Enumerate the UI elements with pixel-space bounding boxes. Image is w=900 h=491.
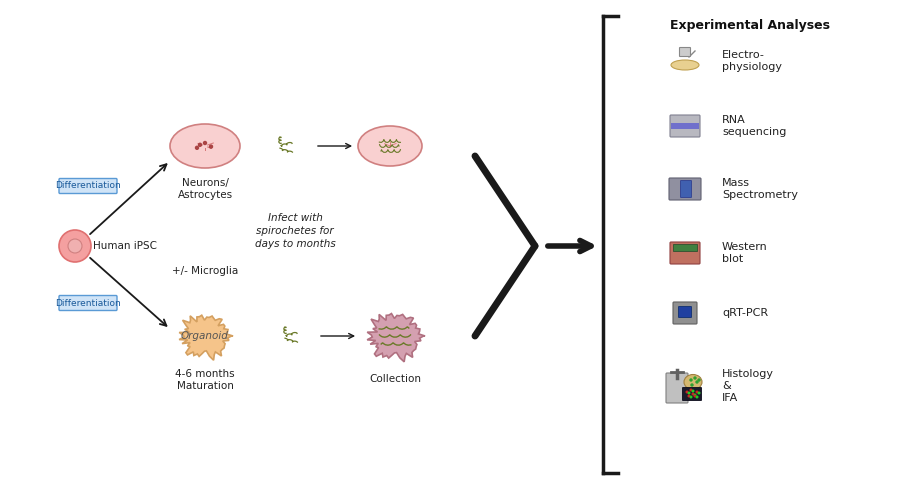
Circle shape xyxy=(690,396,692,398)
Circle shape xyxy=(698,379,700,381)
Text: Human iPSC: Human iPSC xyxy=(93,241,157,251)
Circle shape xyxy=(59,230,91,262)
FancyBboxPatch shape xyxy=(59,296,117,310)
Circle shape xyxy=(210,145,212,148)
Ellipse shape xyxy=(170,124,240,168)
Text: Experimental Analyses: Experimental Analyses xyxy=(670,19,830,32)
FancyBboxPatch shape xyxy=(669,178,701,200)
Text: Mass
Spectrometry: Mass Spectrometry xyxy=(722,178,798,200)
Circle shape xyxy=(692,390,694,392)
Text: qRT-PCR: qRT-PCR xyxy=(722,308,768,318)
Text: RNA
sequencing: RNA sequencing xyxy=(722,115,787,137)
FancyBboxPatch shape xyxy=(670,242,700,264)
Circle shape xyxy=(199,143,202,146)
FancyBboxPatch shape xyxy=(671,123,699,129)
Circle shape xyxy=(688,392,689,394)
Circle shape xyxy=(696,381,698,383)
Circle shape xyxy=(698,392,700,394)
FancyBboxPatch shape xyxy=(59,179,117,193)
Text: Collection: Collection xyxy=(369,374,421,384)
Circle shape xyxy=(691,384,693,386)
Circle shape xyxy=(694,394,696,396)
Polygon shape xyxy=(367,314,425,362)
FancyBboxPatch shape xyxy=(680,181,691,197)
Circle shape xyxy=(694,395,696,397)
FancyBboxPatch shape xyxy=(680,48,690,56)
Text: Histology
&
IFA: Histology & IFA xyxy=(722,369,774,404)
Polygon shape xyxy=(179,315,233,360)
Circle shape xyxy=(694,377,696,379)
FancyBboxPatch shape xyxy=(666,373,688,403)
Text: Western
blot: Western blot xyxy=(722,242,768,264)
Circle shape xyxy=(690,389,692,391)
Circle shape xyxy=(68,239,82,253)
FancyBboxPatch shape xyxy=(670,115,700,137)
Circle shape xyxy=(195,146,199,149)
Text: Electro-
physiology: Electro- physiology xyxy=(722,50,782,72)
Text: Organoid: Organoid xyxy=(181,331,229,341)
Text: 4-6 months
Maturation: 4-6 months Maturation xyxy=(176,369,235,391)
Ellipse shape xyxy=(684,375,702,389)
Circle shape xyxy=(690,379,692,381)
Text: Neurons/
Astrocytes: Neurons/ Astrocytes xyxy=(177,178,232,200)
Circle shape xyxy=(697,391,698,393)
Circle shape xyxy=(203,141,206,144)
FancyBboxPatch shape xyxy=(679,306,691,318)
Text: +/- Microglia: +/- Microglia xyxy=(172,266,238,276)
Text: Differentiation: Differentiation xyxy=(55,299,121,307)
Ellipse shape xyxy=(358,126,422,166)
Circle shape xyxy=(688,395,689,397)
Ellipse shape xyxy=(671,60,699,70)
Circle shape xyxy=(692,393,694,395)
FancyBboxPatch shape xyxy=(673,302,697,324)
FancyBboxPatch shape xyxy=(682,387,701,401)
Text: Infect with
spirochetes for
days to months: Infect with spirochetes for days to mont… xyxy=(255,213,336,249)
Circle shape xyxy=(697,396,698,398)
Text: Differentiation: Differentiation xyxy=(55,182,121,191)
FancyBboxPatch shape xyxy=(673,244,697,251)
Circle shape xyxy=(686,391,688,393)
